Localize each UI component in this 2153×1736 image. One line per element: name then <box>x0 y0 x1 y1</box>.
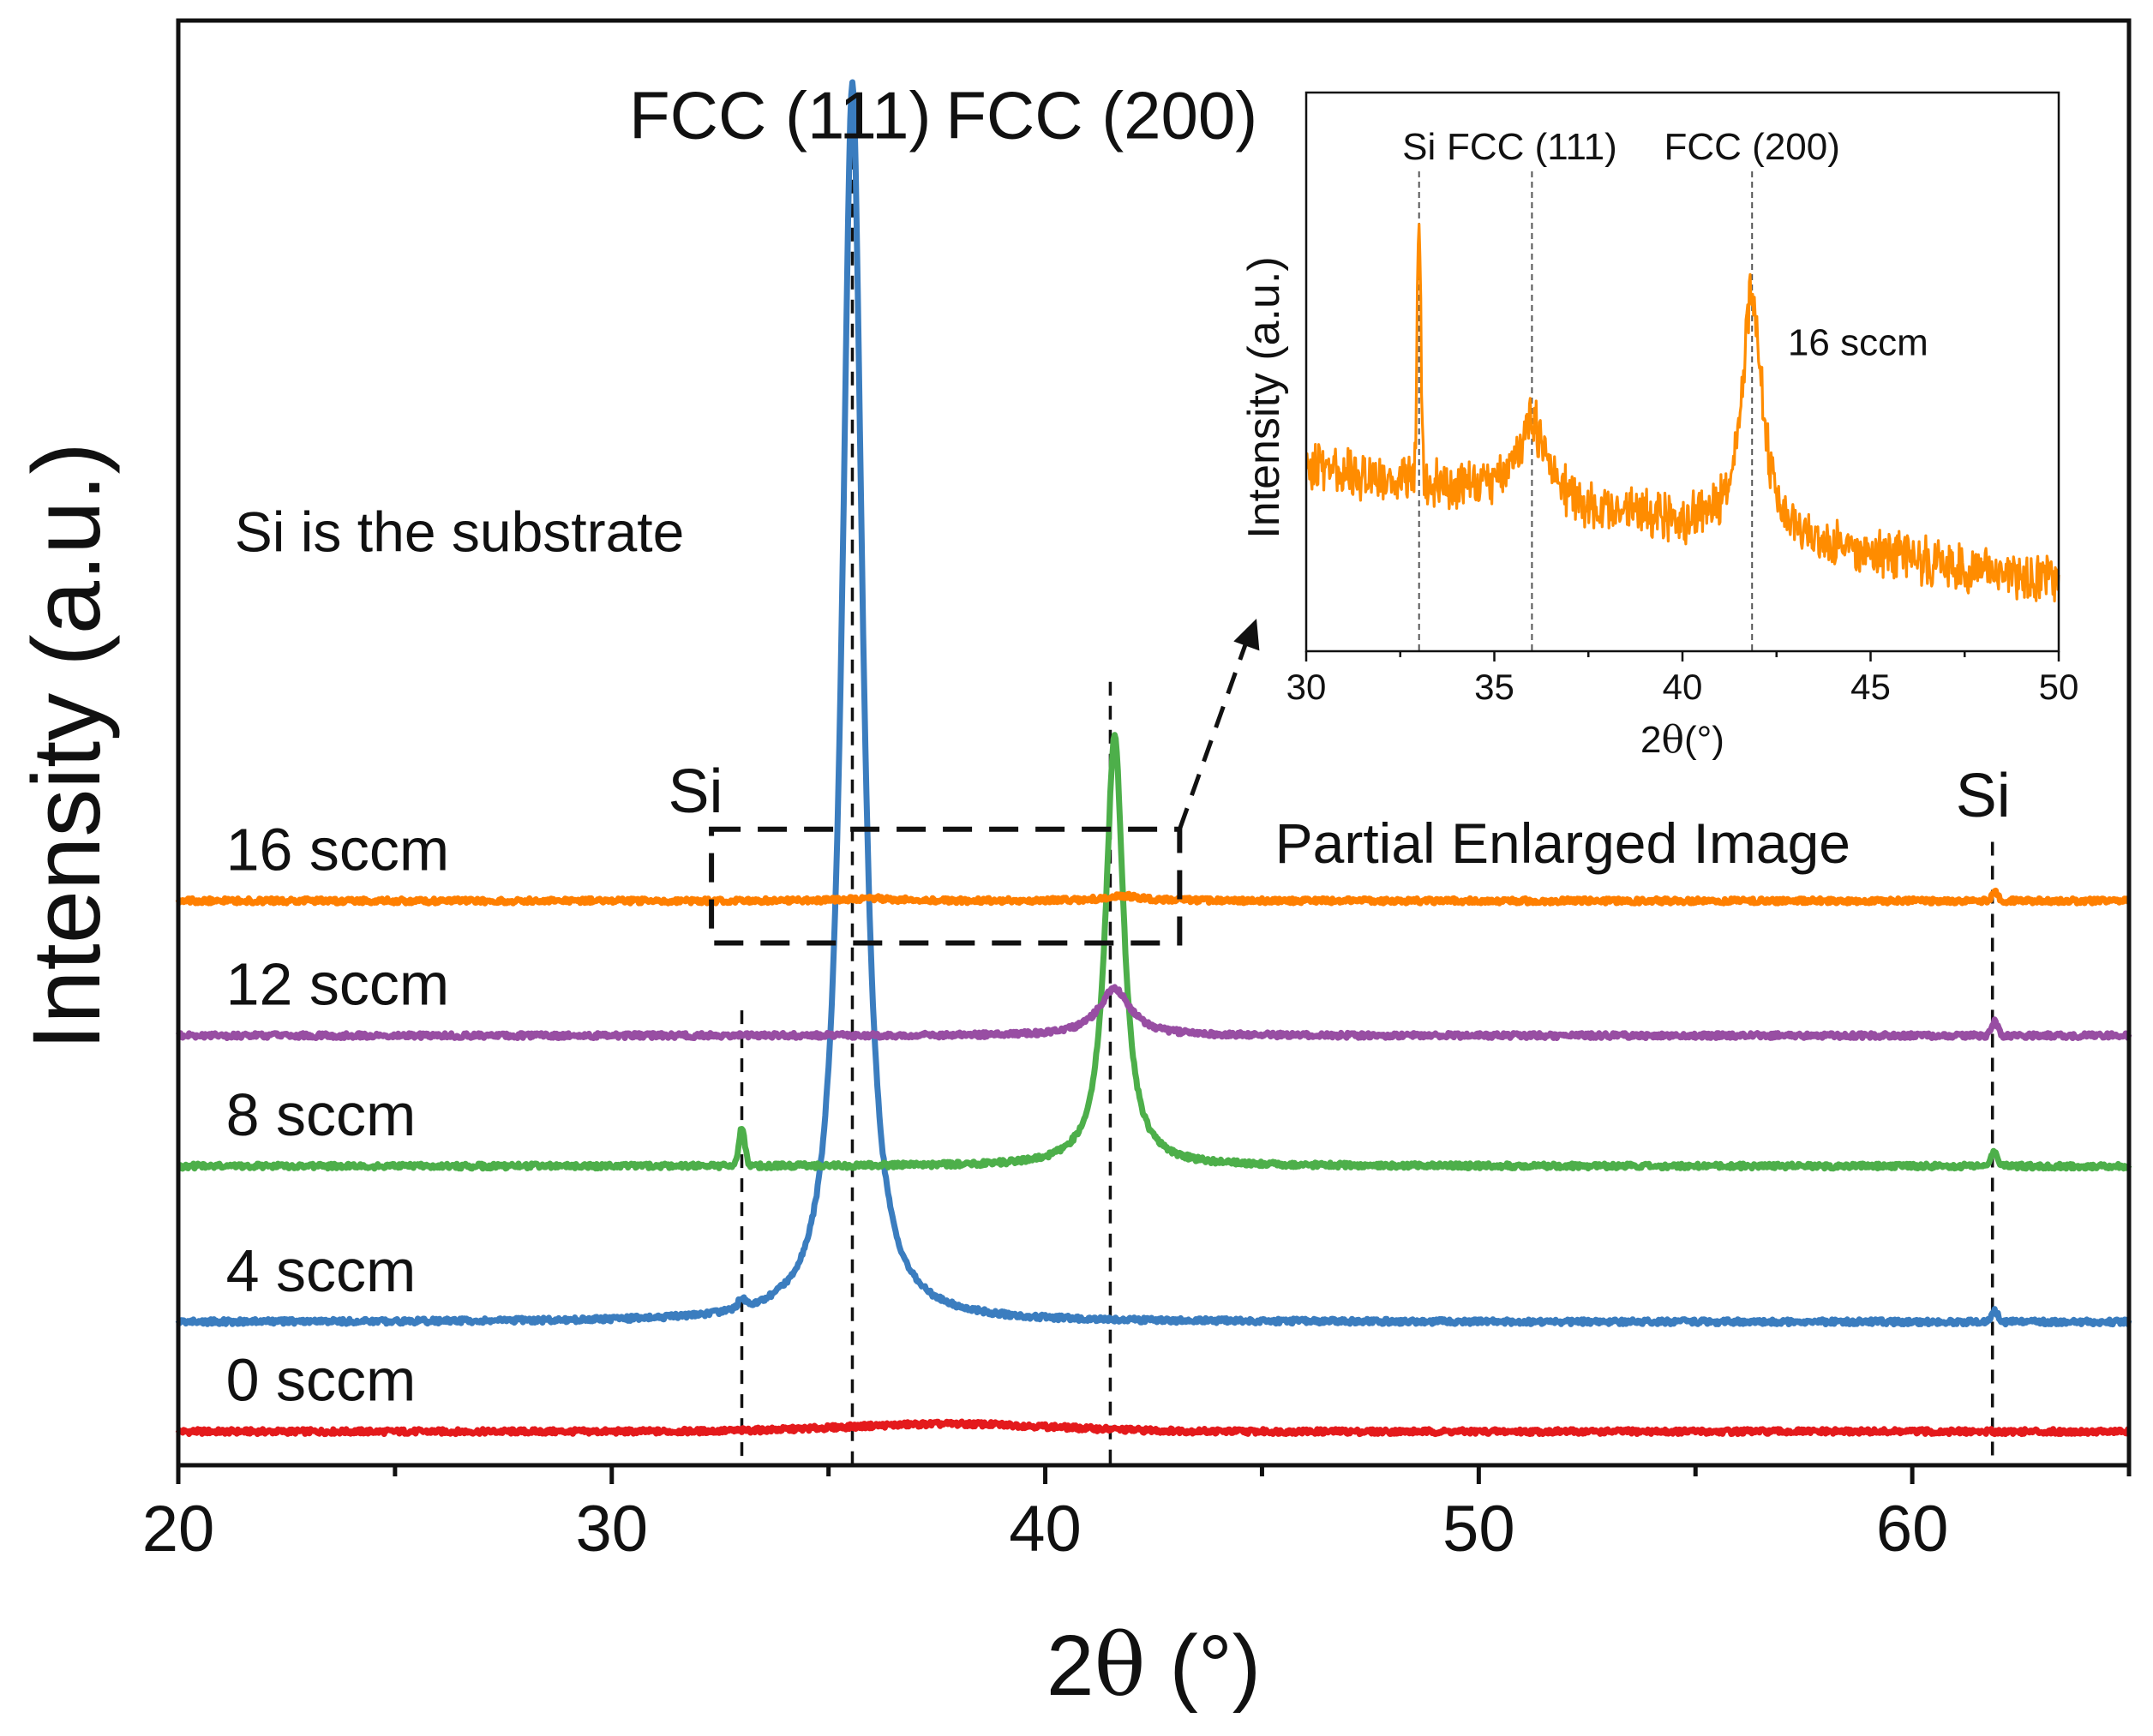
inset-x-tick-label: 35 <box>1474 667 1514 707</box>
inset-x-tick-label: 50 <box>2039 667 2079 707</box>
main-x-label-suffix: (°) <box>1146 1618 1261 1714</box>
main-plot-frame <box>176 18 2132 1468</box>
main-series-label: 8 sccm <box>226 1081 417 1148</box>
inset-reference-label: FCC (111) <box>1447 126 1617 168</box>
main-x-tick-label: 40 <box>1009 1493 1082 1565</box>
main-x-axis-label: 2θ (°) <box>1047 1615 1261 1715</box>
main-series-line <box>175 887 2132 907</box>
fcc111-annotation: FCC (111) <box>629 78 932 153</box>
inset-x-axis-label: 2θ(°) <box>1640 718 1724 762</box>
inset-x-tick-label: 45 <box>1850 667 1891 707</box>
main-series-line <box>175 984 2132 1041</box>
main-y-axis-label: Intensity (a.u.) <box>13 442 120 1051</box>
main-plot: 0 sccm 4 sccm 8 sccm 12 sccm 16 sccm 20 30 40 5… <box>13 18 2132 1715</box>
inset-reference-label: Si <box>1402 126 1436 168</box>
zoom-arrow-head <box>1233 619 1260 651</box>
main-series-line <box>176 732 2132 1172</box>
zoom-box <box>709 826 1183 946</box>
inset-x-tick-label: 30 <box>1286 667 1327 707</box>
si-right-annotation: Si <box>1956 762 2011 830</box>
main-x-axis: 20 30 40 50 60 <box>142 1465 2132 1565</box>
inset-x-label-suffix: (°) <box>1684 719 1724 761</box>
partial-enlarged-label: Partial Enlarged Image <box>1275 811 1850 875</box>
main-x-tick-label: 20 <box>142 1493 215 1565</box>
inset-series-label: 16 sccm <box>1788 321 1928 363</box>
main-x-tick-label: 60 <box>1876 1493 1949 1565</box>
inset-x-label-prefix: 2 <box>1640 719 1661 761</box>
main-x-label-prefix: 2 <box>1047 1618 1094 1714</box>
inset-series-16sccm-line <box>1305 223 2060 602</box>
substrate-note: Si is the substrate <box>235 500 685 563</box>
inset-y-axis-label: Intensity (a.u.) <box>1239 256 1289 538</box>
inset-reference-label: FCC (200) <box>1664 126 1840 168</box>
main-series-label: 0 sccm <box>226 1347 417 1414</box>
fcc200-annotation: FCC (200) <box>945 78 1257 153</box>
main-x-label-theta: θ <box>1094 1615 1146 1715</box>
main-series-line <box>175 1418 2132 1438</box>
main-x-tick-label: 30 <box>576 1493 649 1565</box>
main-series-line <box>175 79 2132 1328</box>
inset-x-tick-label: 40 <box>1663 667 1703 707</box>
main-x-tick-label: 50 <box>1442 1493 1515 1565</box>
main-series-group: 0 sccm 4 sccm 8 sccm 12 sccm 16 sccm <box>175 79 2132 1438</box>
inset-x-label-theta: θ <box>1662 718 1685 762</box>
si-left-annotation: Si <box>669 757 723 826</box>
main-series-label: 16 sccm <box>226 816 450 883</box>
inset-plot: Si FCC (111) FCC (200) 30 35 40 45 50 16 sccm … <box>1239 91 2079 762</box>
main-series-label: 12 sccm <box>226 951 450 1018</box>
inset-x-axis: 30 35 40 45 50 <box>1286 651 2079 707</box>
main-series-label: 4 sccm <box>226 1237 417 1304</box>
